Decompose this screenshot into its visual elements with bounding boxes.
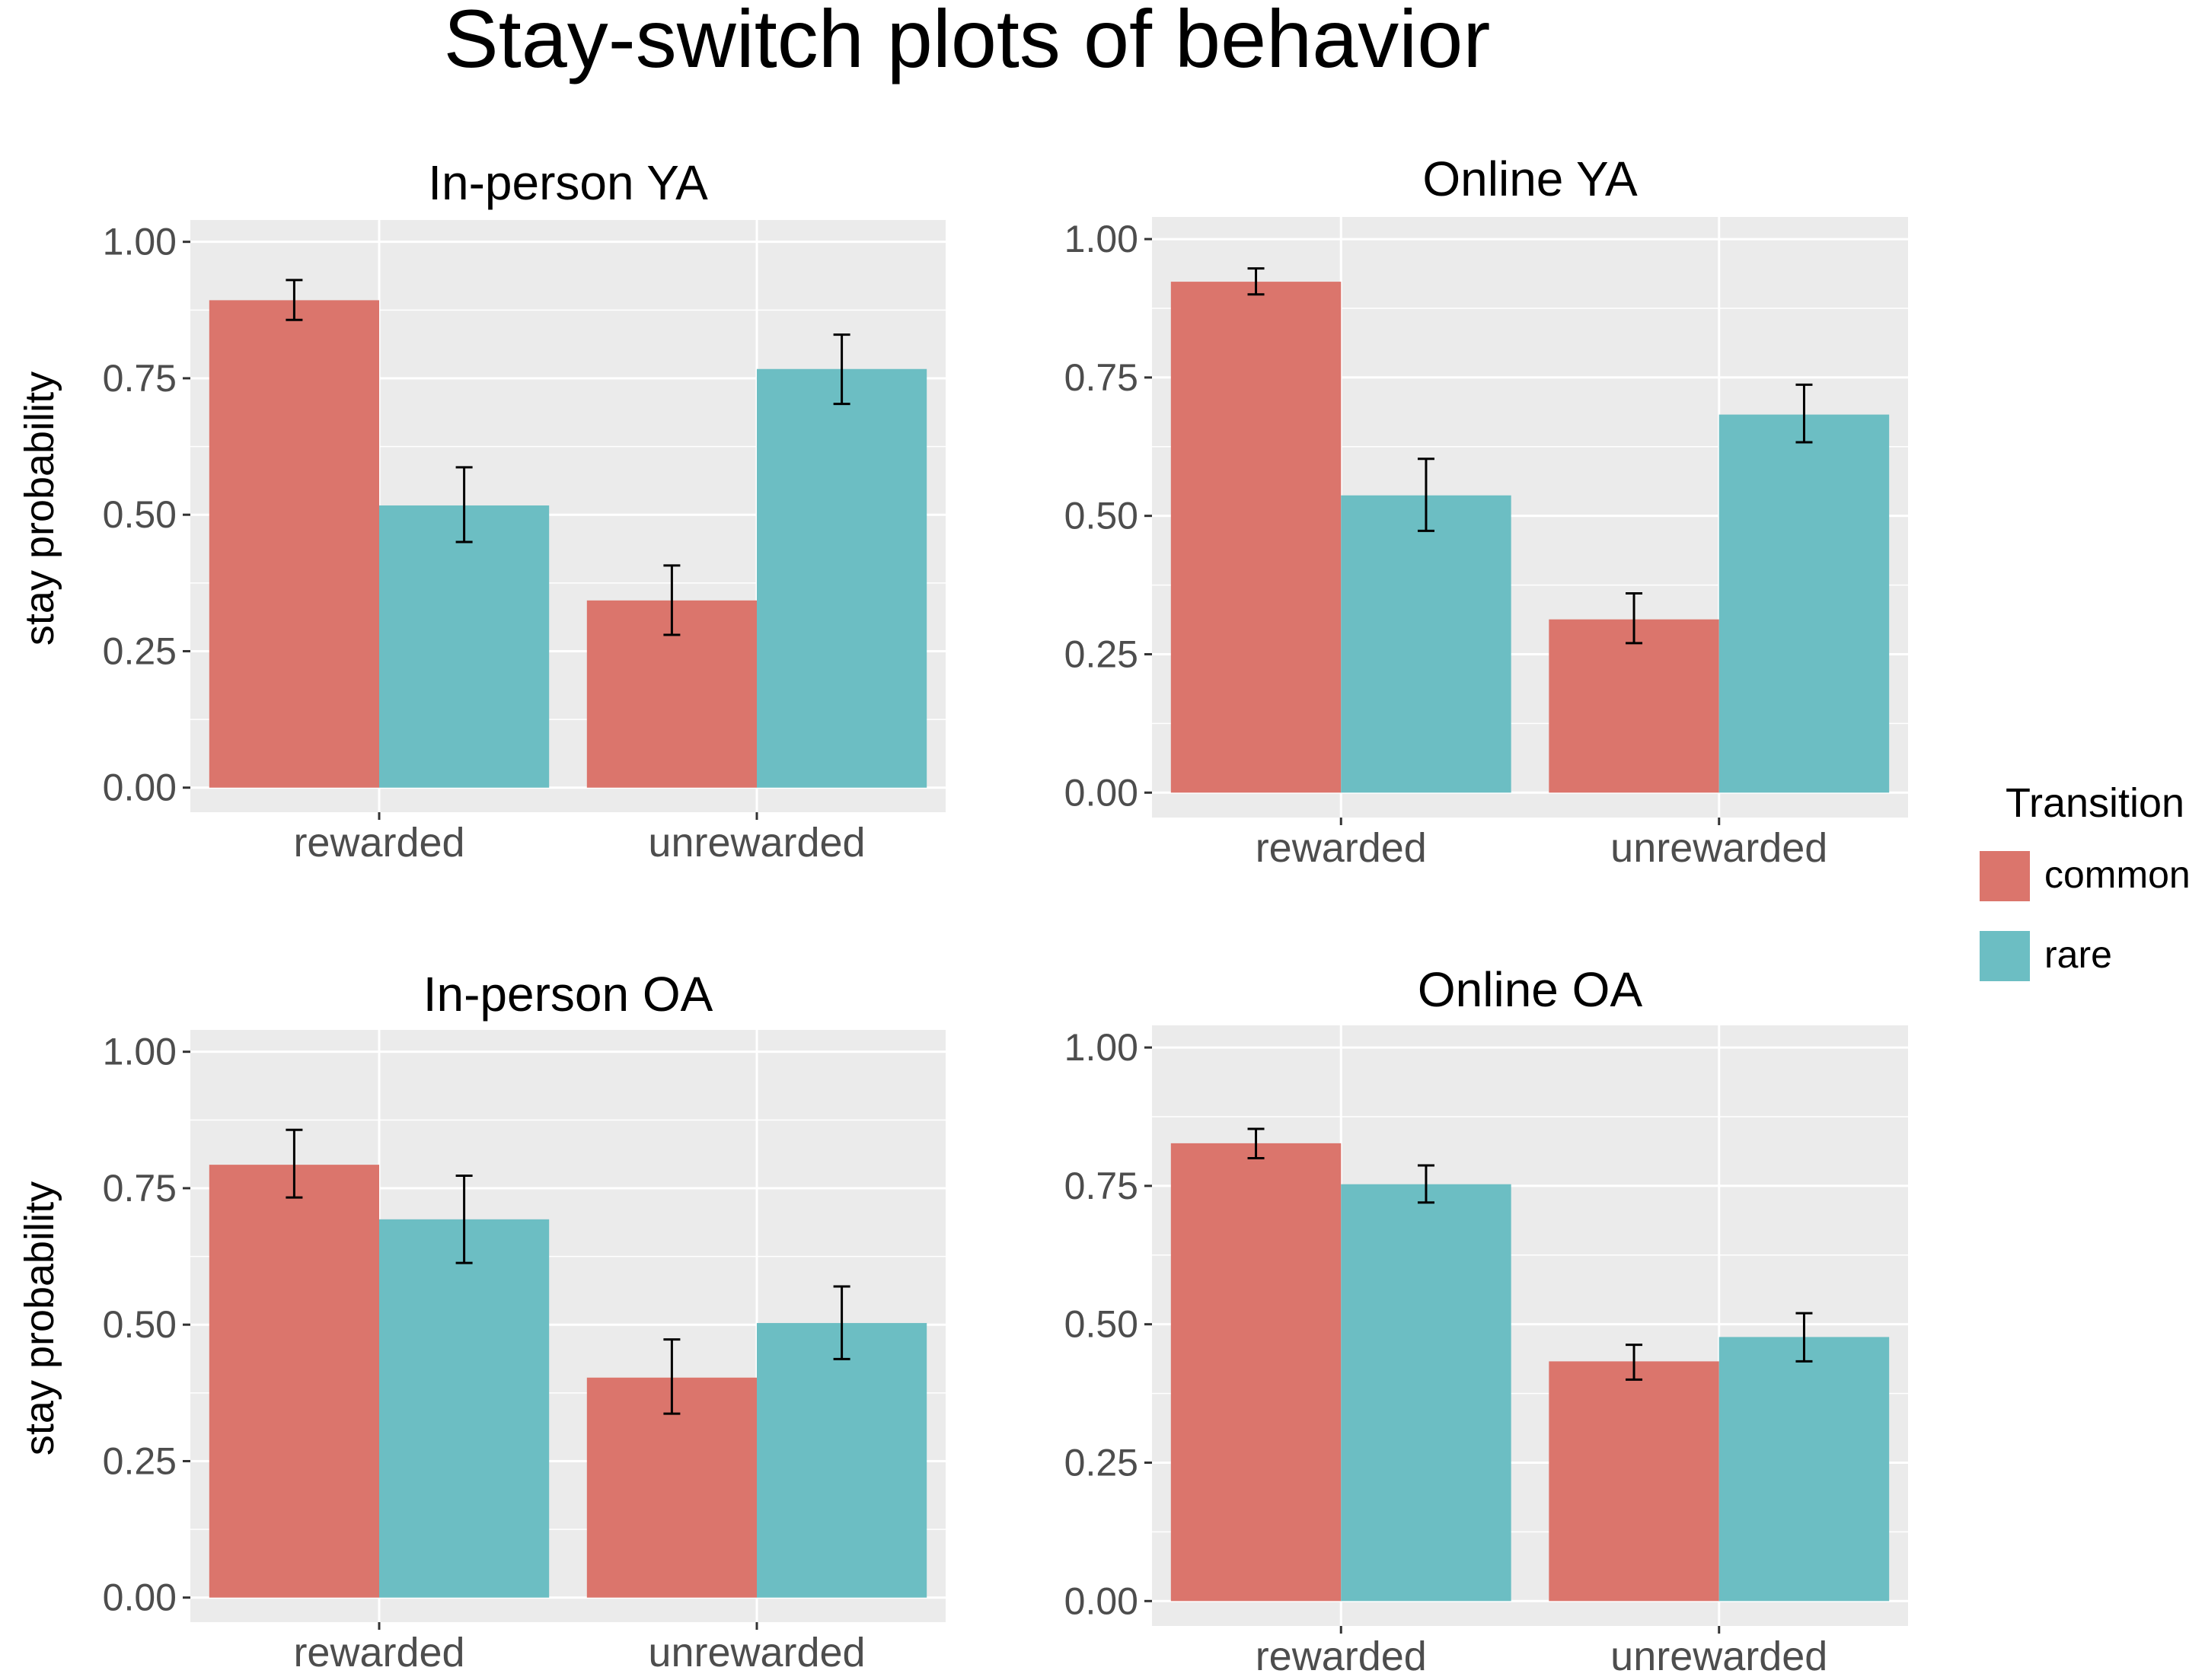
y-tick-label: 1.00 (103, 1031, 177, 1073)
y-tick-label: 1.00 (103, 221, 177, 263)
x-tick-label-rewarded: rewarded (1256, 1634, 1427, 1679)
figure-title: Stay-switch plots of behavior (444, 0, 1491, 84)
y-tick-label: 0.50 (1064, 495, 1138, 537)
panel-in-person-ya: 0.00 0.25 0.50 0.75 1.00 rewarded unrewarded In… (17, 155, 946, 866)
legend: Transition common rare (1980, 780, 2191, 981)
y-tick-label: 0.00 (1064, 1580, 1138, 1622)
error-bar-rare-rewarded (1417, 457, 1434, 532)
y-tick-label: 0.00 (103, 767, 177, 809)
error-bar-rare-rewarded (1417, 1164, 1434, 1204)
y-tick-label: 0.75 (103, 1167, 177, 1210)
panel-online-oa: 0.00 0.25 0.50 0.75 1.00 rewarded unrewarded On… (1064, 962, 1908, 1679)
bar-rare-rewarded (379, 505, 550, 788)
panel-title: In-person OA (423, 967, 713, 1022)
legend-title: Transition (2006, 780, 2184, 826)
legend-label-rare: rare (2044, 933, 2112, 976)
x-tick-label-rewarded: rewarded (293, 820, 464, 866)
bar-rare-rewarded (1341, 1184, 1511, 1602)
x-tick-label-unrewarded: unrewarded (648, 1630, 865, 1675)
bar-common-rewarded (1170, 282, 1342, 793)
bar-common-unrewarded (1549, 619, 1719, 793)
panel-title: Online OA (1418, 962, 1643, 1017)
bar-common-rewarded (209, 300, 379, 788)
bar-rare-unrewarded (757, 368, 927, 788)
y-axis-title: stay probability (17, 371, 62, 646)
bar-rare-unrewarded (757, 1323, 927, 1598)
x-tick-label-unrewarded: unrewarded (1610, 1634, 1827, 1679)
panel-title: In-person YA (428, 155, 708, 210)
error-bar-common-rewarded (286, 1128, 303, 1199)
bar-rare-rewarded (379, 1219, 550, 1598)
y-tick-label: 0.25 (1064, 1441, 1138, 1484)
error-bar-common-rewarded (1247, 1127, 1265, 1160)
panel-title: Online YA (1422, 151, 1638, 206)
error-bar-rare-unrewarded (833, 333, 850, 406)
y-tick-label: 0.25 (103, 1439, 177, 1482)
y-axis-title: stay probability (17, 1181, 62, 1455)
legend-key-rare (1980, 931, 2030, 981)
legend-key-common (1980, 851, 2030, 901)
panel-in-person-oa: 0.00 0.25 0.50 0.75 1.00 rewarded unrewarded In… (17, 967, 946, 1675)
error-bar-common-rewarded (286, 279, 303, 321)
bar-rare-rewarded (1341, 495, 1511, 793)
error-bar-common-rewarded (1247, 267, 1265, 296)
error-bar-rare-rewarded (455, 466, 473, 544)
y-tick-label: 0.75 (1064, 356, 1138, 399)
legend-label-common: common (2044, 853, 2191, 896)
x-tick-label-rewarded: rewarded (1256, 825, 1427, 871)
y-tick-label: 0.25 (103, 630, 177, 672)
x-tick-label-unrewarded: unrewarded (1610, 825, 1827, 871)
x-tick-label-rewarded: rewarded (293, 1630, 464, 1675)
bar-common-rewarded (1170, 1143, 1342, 1602)
y-tick-label: 0.75 (1064, 1165, 1138, 1207)
y-tick-label: 0.50 (103, 1303, 177, 1346)
y-tick-label: 0.50 (103, 493, 177, 536)
error-bar-rare-unrewarded (1795, 383, 1813, 444)
x-tick-label-unrewarded: unrewarded (648, 820, 865, 866)
y-tick-label: 0.25 (1064, 633, 1138, 675)
error-bar-common-unrewarded (663, 1338, 681, 1415)
y-tick-label: 0.50 (1064, 1303, 1138, 1346)
bar-common-unrewarded (1549, 1361, 1719, 1602)
error-bar-common-unrewarded (663, 564, 681, 636)
y-tick-label: 0.75 (103, 357, 177, 400)
error-bar-rare-unrewarded (833, 1285, 850, 1360)
y-tick-label: 0.00 (103, 1576, 177, 1619)
y-tick-label: 1.00 (1064, 1026, 1138, 1069)
bar-rare-unrewarded (1718, 1337, 1890, 1602)
error-bar-rare-unrewarded (1795, 1312, 1813, 1363)
error-bar-common-unrewarded (1626, 1344, 1643, 1381)
y-tick-label: 0.00 (1064, 771, 1138, 814)
bar-common-rewarded (209, 1165, 379, 1598)
bar-rare-unrewarded (1718, 414, 1890, 793)
y-tick-label: 1.00 (1064, 218, 1138, 260)
panel-online-ya: 0.00 0.25 0.50 0.75 1.00 rewarded unrewarded On… (1064, 151, 1908, 871)
error-bar-rare-rewarded (455, 1174, 473, 1264)
error-bar-common-unrewarded (1626, 591, 1643, 645)
